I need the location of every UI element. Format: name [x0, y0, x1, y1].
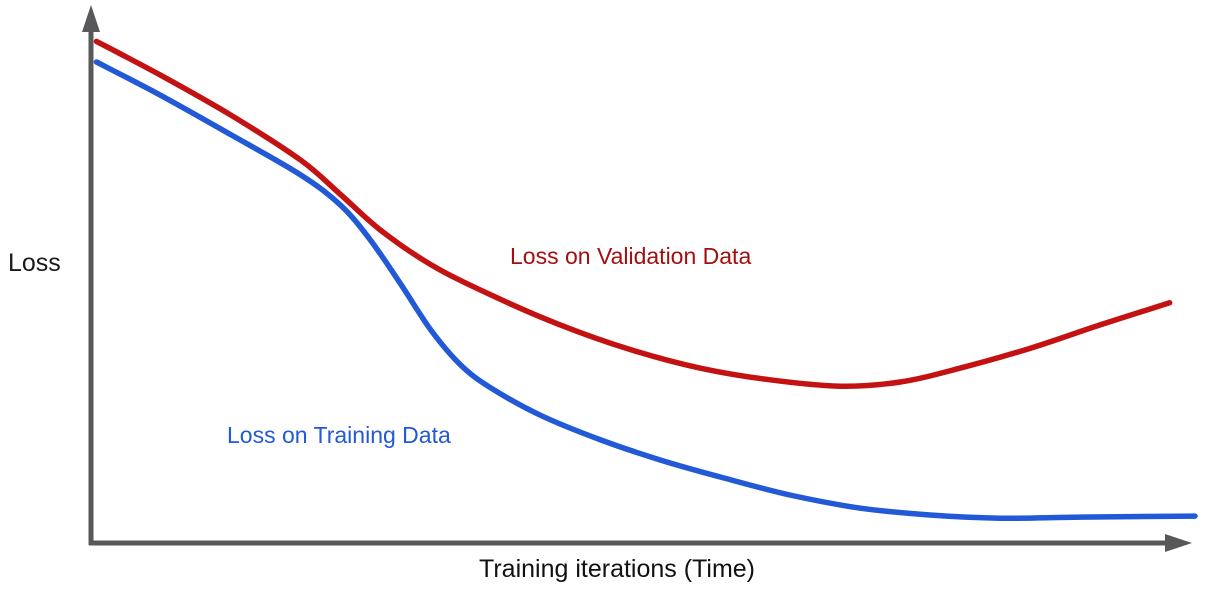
x-axis-label: Training iterations (Time) — [479, 555, 756, 583]
y-axis-label: Loss — [8, 249, 61, 277]
validation-series-label: Loss on Validation Data — [510, 243, 752, 269]
y-axis-arrow-icon — [82, 5, 100, 32]
x-axis-arrow-icon — [1165, 534, 1192, 552]
series-group — [93, 38, 1198, 522]
series-line — [93, 59, 1198, 522]
series-line — [93, 38, 1173, 389]
training-series-label: Loss on Training Data — [227, 422, 451, 448]
